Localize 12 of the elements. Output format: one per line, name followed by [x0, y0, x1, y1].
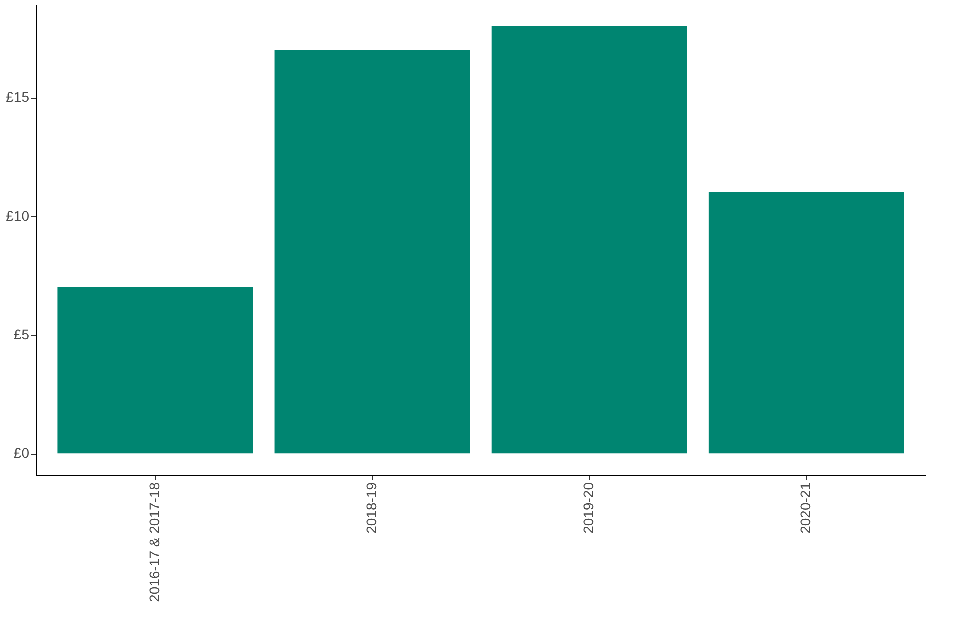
x-tick-label: 2020-21 — [798, 482, 814, 534]
bar — [708, 192, 904, 454]
x-tick-label: 2018-19 — [363, 482, 380, 534]
x-tick-label: 2019-20 — [580, 482, 597, 534]
y-tick-label: £0 — [14, 445, 30, 462]
bar — [274, 50, 470, 454]
bar — [492, 26, 688, 454]
bar — [58, 287, 254, 454]
y-tick-label: £15 — [6, 89, 30, 106]
x-tick-label: 2016-17 & 2017-18 — [146, 482, 162, 602]
y-tick-label: £5 — [14, 326, 30, 342]
y-tick-label: £10 — [6, 208, 30, 224]
